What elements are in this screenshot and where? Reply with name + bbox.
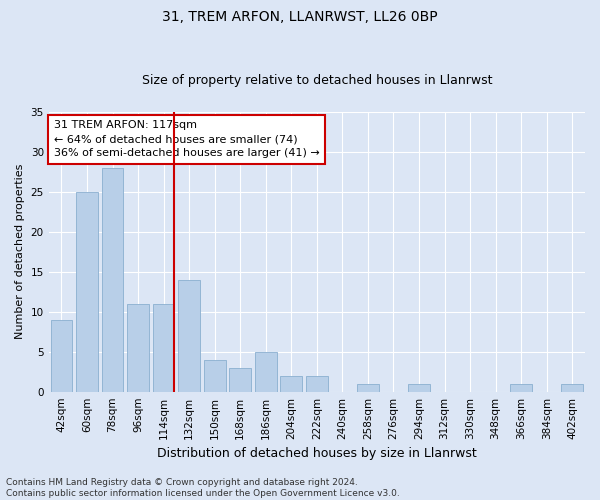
Text: 31 TREM ARFON: 117sqm
← 64% of detached houses are smaller (74)
36% of semi-deta: 31 TREM ARFON: 117sqm ← 64% of detached …: [54, 120, 320, 158]
Bar: [255, 352, 277, 392]
Text: Contains HM Land Registry data © Crown copyright and database right 2024.
Contai: Contains HM Land Registry data © Crown c…: [6, 478, 400, 498]
Bar: [204, 360, 226, 392]
Bar: [562, 384, 583, 392]
Y-axis label: Number of detached properties: Number of detached properties: [15, 164, 25, 340]
Bar: [50, 320, 72, 392]
Bar: [101, 168, 124, 392]
Bar: [357, 384, 379, 392]
Bar: [178, 280, 200, 392]
Bar: [76, 192, 98, 392]
Bar: [408, 384, 430, 392]
Bar: [510, 384, 532, 392]
Bar: [306, 376, 328, 392]
Text: 31, TREM ARFON, LLANRWST, LL26 0BP: 31, TREM ARFON, LLANRWST, LL26 0BP: [162, 10, 438, 24]
Bar: [127, 304, 149, 392]
Bar: [229, 368, 251, 392]
X-axis label: Distribution of detached houses by size in Llanrwst: Distribution of detached houses by size …: [157, 447, 477, 460]
Bar: [280, 376, 302, 392]
Bar: [153, 304, 175, 392]
Title: Size of property relative to detached houses in Llanrwst: Size of property relative to detached ho…: [142, 74, 492, 87]
